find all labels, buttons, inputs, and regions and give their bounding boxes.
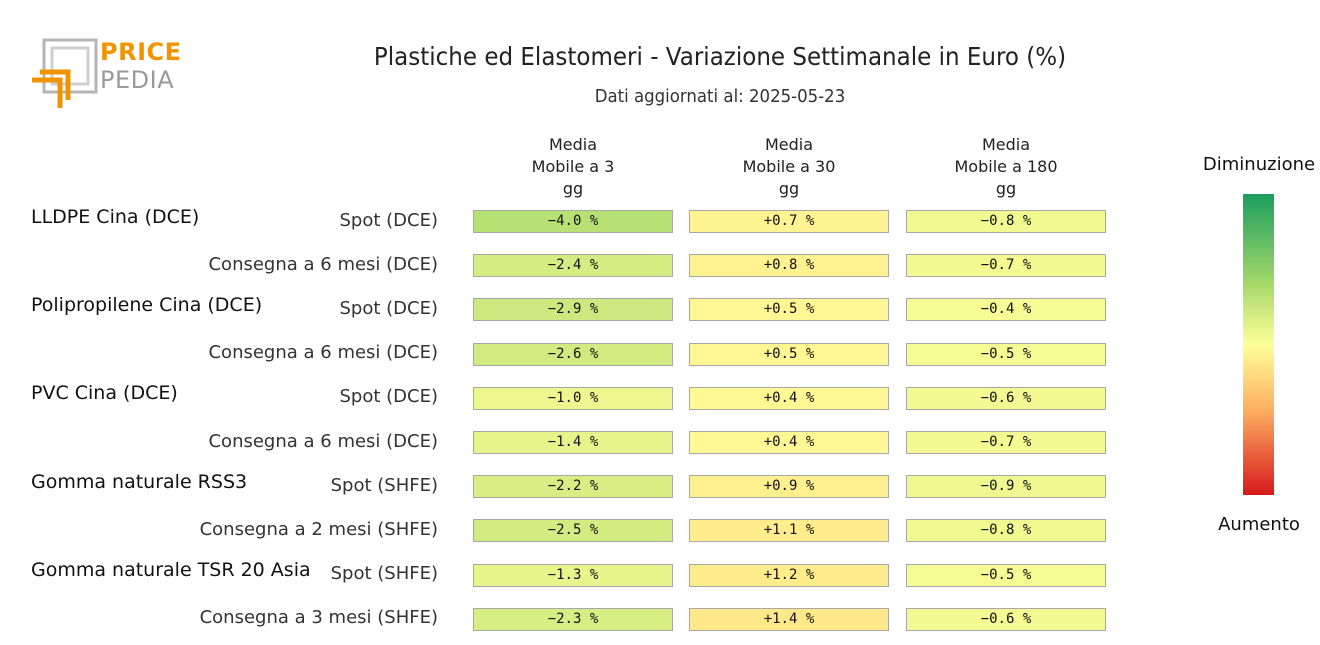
- group-label: LLDPE Cina (DCE): [31, 205, 200, 228]
- heatmap-cell: +0.5 %: [689, 298, 889, 322]
- column-header-line: Media: [764, 135, 814, 154]
- heatmap-cell: +0.4 %: [689, 386, 889, 410]
- heatmap-cell: −1.0 %: [473, 386, 673, 410]
- group-label: Gomma naturale TSR 20 Asia: [31, 559, 311, 582]
- heatmap-cell: −2.9 %: [473, 298, 673, 322]
- group-label: PVC Cina (DCE): [31, 382, 178, 405]
- legend-label-increase: Aumento: [1218, 514, 1300, 535]
- heatmap-cell: −0.5 %: [906, 342, 1106, 366]
- column-header: Media Mobile a 3 gg: [472, 134, 674, 200]
- logo-word-pedia: PEDIA: [100, 66, 175, 94]
- heatmap-cell: −2.2 %: [473, 475, 673, 499]
- chart-title: Plastiche ed Elastomeri - Variazione Set…: [373, 42, 1067, 71]
- heatmap-cell: +1.1 %: [689, 519, 889, 543]
- color-scale-bar: [1243, 194, 1274, 495]
- heatmap-cell: −0.5 %: [906, 563, 1106, 587]
- heatmap-cell: −0.4 %: [906, 298, 1106, 322]
- column-header-line: gg: [778, 179, 800, 198]
- row-label: Consegna a 6 mesi (DCE): [208, 342, 438, 364]
- heatmap-cell: +1.4 %: [689, 607, 889, 631]
- heatmap-cell: −2.4 %: [473, 254, 673, 278]
- logo-word-price: PRICE: [100, 38, 182, 66]
- column-header-line: Mobile a 180: [954, 157, 1058, 176]
- heatmap-cell: −0.8 %: [906, 519, 1106, 543]
- heatmap-cell: −0.6 %: [906, 607, 1106, 631]
- heatmap-cell: −0.9 %: [906, 475, 1106, 499]
- column-header: Media Mobile a 30 gg: [688, 134, 890, 200]
- row-label: Consegna a 3 mesi (SHFE): [199, 607, 438, 629]
- heatmap-cell: +0.4 %: [689, 431, 889, 454]
- heatmap-cell: −4.0 %: [473, 210, 673, 233]
- column-header: Media Mobile a 180 gg: [905, 134, 1107, 200]
- heatmap-cell: −1.3 %: [473, 563, 673, 587]
- heatmap-cell: −0.6 %: [906, 386, 1106, 410]
- group-label: Polipropilene Cina (DCE): [31, 293, 263, 316]
- row-label: Consegna a 2 mesi (SHFE): [199, 518, 438, 540]
- heatmap-cell: +0.5 %: [689, 342, 889, 366]
- heatmap-cell: −1.4 %: [473, 431, 673, 454]
- pricepedia-logo: PRICE PEDIA: [30, 38, 190, 110]
- column-header-line: Media: [548, 135, 598, 154]
- group-label: Gomma naturale RSS3: [31, 470, 248, 493]
- heatmap-cell: −2.5 %: [473, 519, 673, 543]
- heatmap-cell: +1.2 %: [689, 563, 889, 587]
- heatmap-cell: −0.7 %: [906, 254, 1106, 278]
- column-header-line: Mobile a 30: [742, 157, 836, 176]
- logo-mark: [32, 38, 98, 108]
- heatmap-cell: −0.7 %: [906, 431, 1106, 454]
- legend-label-decrease: Diminuzione: [1202, 154, 1316, 175]
- row-label: Consegna a 6 mesi (DCE): [208, 430, 438, 452]
- column-header-line: Media: [981, 135, 1031, 154]
- heatmap-cell: −0.8 %: [906, 210, 1106, 233]
- row-label: Spot (DCE): [339, 297, 439, 319]
- row-label: Spot (DCE): [339, 209, 439, 231]
- row-label: Consegna a 6 mesi (DCE): [208, 253, 438, 275]
- column-header-line: gg: [562, 179, 584, 198]
- heatmap-cell: +0.9 %: [689, 475, 889, 499]
- row-label: Spot (SHFE): [330, 563, 438, 585]
- heatmap-cell: +0.7 %: [689, 210, 889, 233]
- heatmap-cell: −2.6 %: [473, 342, 673, 366]
- row-label: Spot (DCE): [339, 386, 439, 408]
- column-header-line: gg: [995, 179, 1017, 198]
- chart-subtitle: Dati aggiornati al: 2025-05-23: [594, 86, 846, 107]
- column-header-line: Mobile a 3: [531, 157, 615, 176]
- row-label: Spot (SHFE): [330, 474, 438, 496]
- heatmap-cell: −2.3 %: [473, 607, 673, 631]
- heatmap-cell: +0.8 %: [689, 254, 889, 278]
